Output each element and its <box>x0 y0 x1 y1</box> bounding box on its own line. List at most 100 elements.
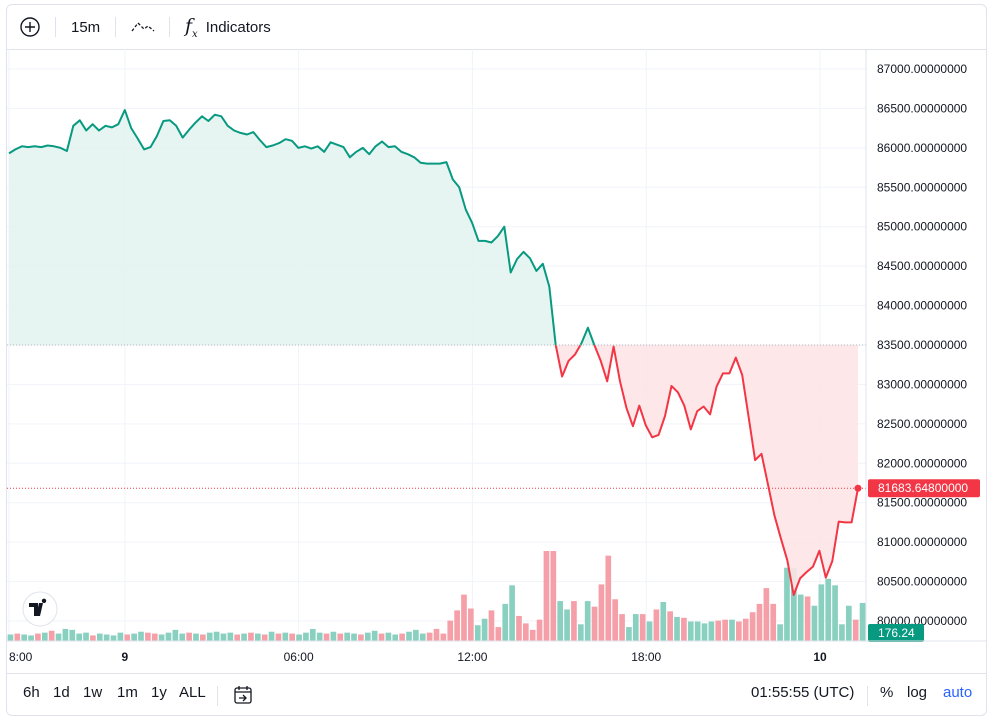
volume-bar <box>227 632 234 641</box>
volume-bar <box>667 611 673 641</box>
volume-bar <box>653 609 660 641</box>
volume-bar <box>474 625 481 641</box>
volume-bar <box>21 634 28 641</box>
last-price-dot <box>854 484 862 492</box>
volume-bar <box>605 555 612 641</box>
volume-bar <box>440 633 447 641</box>
volume-bar <box>76 633 82 641</box>
volume-bar <box>419 633 426 641</box>
volume-bar <box>344 632 350 641</box>
area-below-baseline <box>594 345 858 595</box>
y-tick-label: 81000.00000000 <box>877 535 967 549</box>
log-button[interactable]: log <box>907 684 928 701</box>
volume-bar <box>591 606 598 641</box>
volume-bar <box>742 618 749 641</box>
plus-circle-icon[interactable] <box>17 13 43 41</box>
volume-bar <box>117 632 124 641</box>
volume-bar <box>254 633 261 641</box>
volume-bar <box>715 620 722 641</box>
volume-bar <box>14 633 21 641</box>
volume-bar <box>481 618 488 641</box>
indicators-button[interactable]: fx Indicators <box>185 13 271 41</box>
tradingview-logo[interactable] <box>22 591 58 627</box>
volume-bar <box>186 632 192 641</box>
volume-bar <box>399 633 405 641</box>
line-below-baseline <box>554 344 582 378</box>
toolbar-divider <box>115 17 116 37</box>
volume-bars <box>7 551 866 641</box>
volume-bar <box>296 634 302 641</box>
volume-bar <box>385 632 392 641</box>
volume-bar <box>145 632 151 641</box>
range-6h-button[interactable]: 6h <box>23 684 40 701</box>
volume-bar <box>502 603 509 641</box>
chart-widget: 15m fx Indicators 87000.00000000 86500.00… <box>6 4 987 716</box>
volume-bar <box>584 601 591 641</box>
price-axis: 87000.00000000 86500.00000000 86000.000000… <box>865 49 980 642</box>
volume-bar <box>179 633 186 641</box>
volume-bar <box>316 632 323 641</box>
volume-bar <box>337 633 344 641</box>
volume-bar <box>529 629 536 641</box>
volume-bar <box>839 624 845 641</box>
volume-bar <box>275 633 282 641</box>
volume-bar <box>48 630 55 641</box>
volume-bar <box>413 629 419 641</box>
volume-bar <box>722 619 728 641</box>
calendar-goto-icon[interactable] <box>231 683 255 712</box>
line-above-baseline <box>579 326 596 346</box>
area-above-baseline <box>9 110 556 345</box>
volume-bar <box>220 633 227 641</box>
volume-bar <box>797 594 804 641</box>
percent-button[interactable]: % <box>880 684 894 701</box>
price-chart[interactable]: 87000.00000000 86500.00000000 86000.000000… <box>7 5 986 673</box>
x-tick-label: 18:00 <box>631 650 661 664</box>
volume-bar <box>557 601 564 641</box>
volume-bar <box>193 633 199 641</box>
volume-bar <box>736 621 742 641</box>
volume-bar <box>268 631 275 641</box>
line-chart-icon[interactable] <box>129 13 157 41</box>
volume-bar <box>777 624 783 641</box>
range-1w-button[interactable]: 1w <box>83 684 103 701</box>
range-all-button[interactable]: ALL <box>179 684 206 701</box>
volume-bar <box>90 635 96 641</box>
volume-bar <box>309 628 316 641</box>
auto-button[interactable]: auto <box>943 684 973 701</box>
volume-bar <box>543 551 550 641</box>
volume-bar <box>495 627 502 641</box>
volume-bar <box>69 629 76 641</box>
range-1d-button[interactable]: 1d <box>53 684 70 701</box>
volume-bar <box>632 614 639 641</box>
volume-bar <box>28 635 34 641</box>
clock[interactable]: 01:55:55 (UTC) <box>751 684 855 701</box>
y-tick-label: 87000.00000000 <box>877 62 967 76</box>
volume-bar <box>639 614 646 641</box>
volume-bar <box>7 634 14 641</box>
range-1m-button[interactable]: 1m <box>117 684 138 701</box>
y-tick-label: 85000.00000000 <box>877 220 967 234</box>
volume-bar <box>151 633 158 641</box>
volume-bar <box>200 634 206 641</box>
volume-bar <box>358 634 364 641</box>
time-axis: 8:00 9 06:00 12:00 18:00 10 <box>7 640 986 664</box>
volume-bar <box>701 623 708 641</box>
line-below-baseline <box>593 344 859 596</box>
volume-bar <box>516 615 522 641</box>
price-line <box>8 109 859 596</box>
volume-bar <box>646 621 653 641</box>
indicators-label: Indicators <box>205 18 271 36</box>
y-tick-label: 80500.00000000 <box>877 575 967 589</box>
volume-bar <box>158 634 165 641</box>
range-1y-button[interactable]: 1y <box>151 684 167 701</box>
volume-bar <box>282 632 289 641</box>
volume-bar <box>41 632 48 641</box>
volume-bar <box>241 633 247 641</box>
y-tick-label: 83500.00000000 <box>877 338 967 352</box>
area-above-baseline <box>580 327 595 345</box>
y-tick-label: 82000.00000000 <box>877 456 967 470</box>
interval-button[interactable]: 15m <box>71 18 101 36</box>
volume-bar <box>83 632 89 641</box>
volume-bar <box>763 588 770 641</box>
volume-bar <box>619 614 625 641</box>
